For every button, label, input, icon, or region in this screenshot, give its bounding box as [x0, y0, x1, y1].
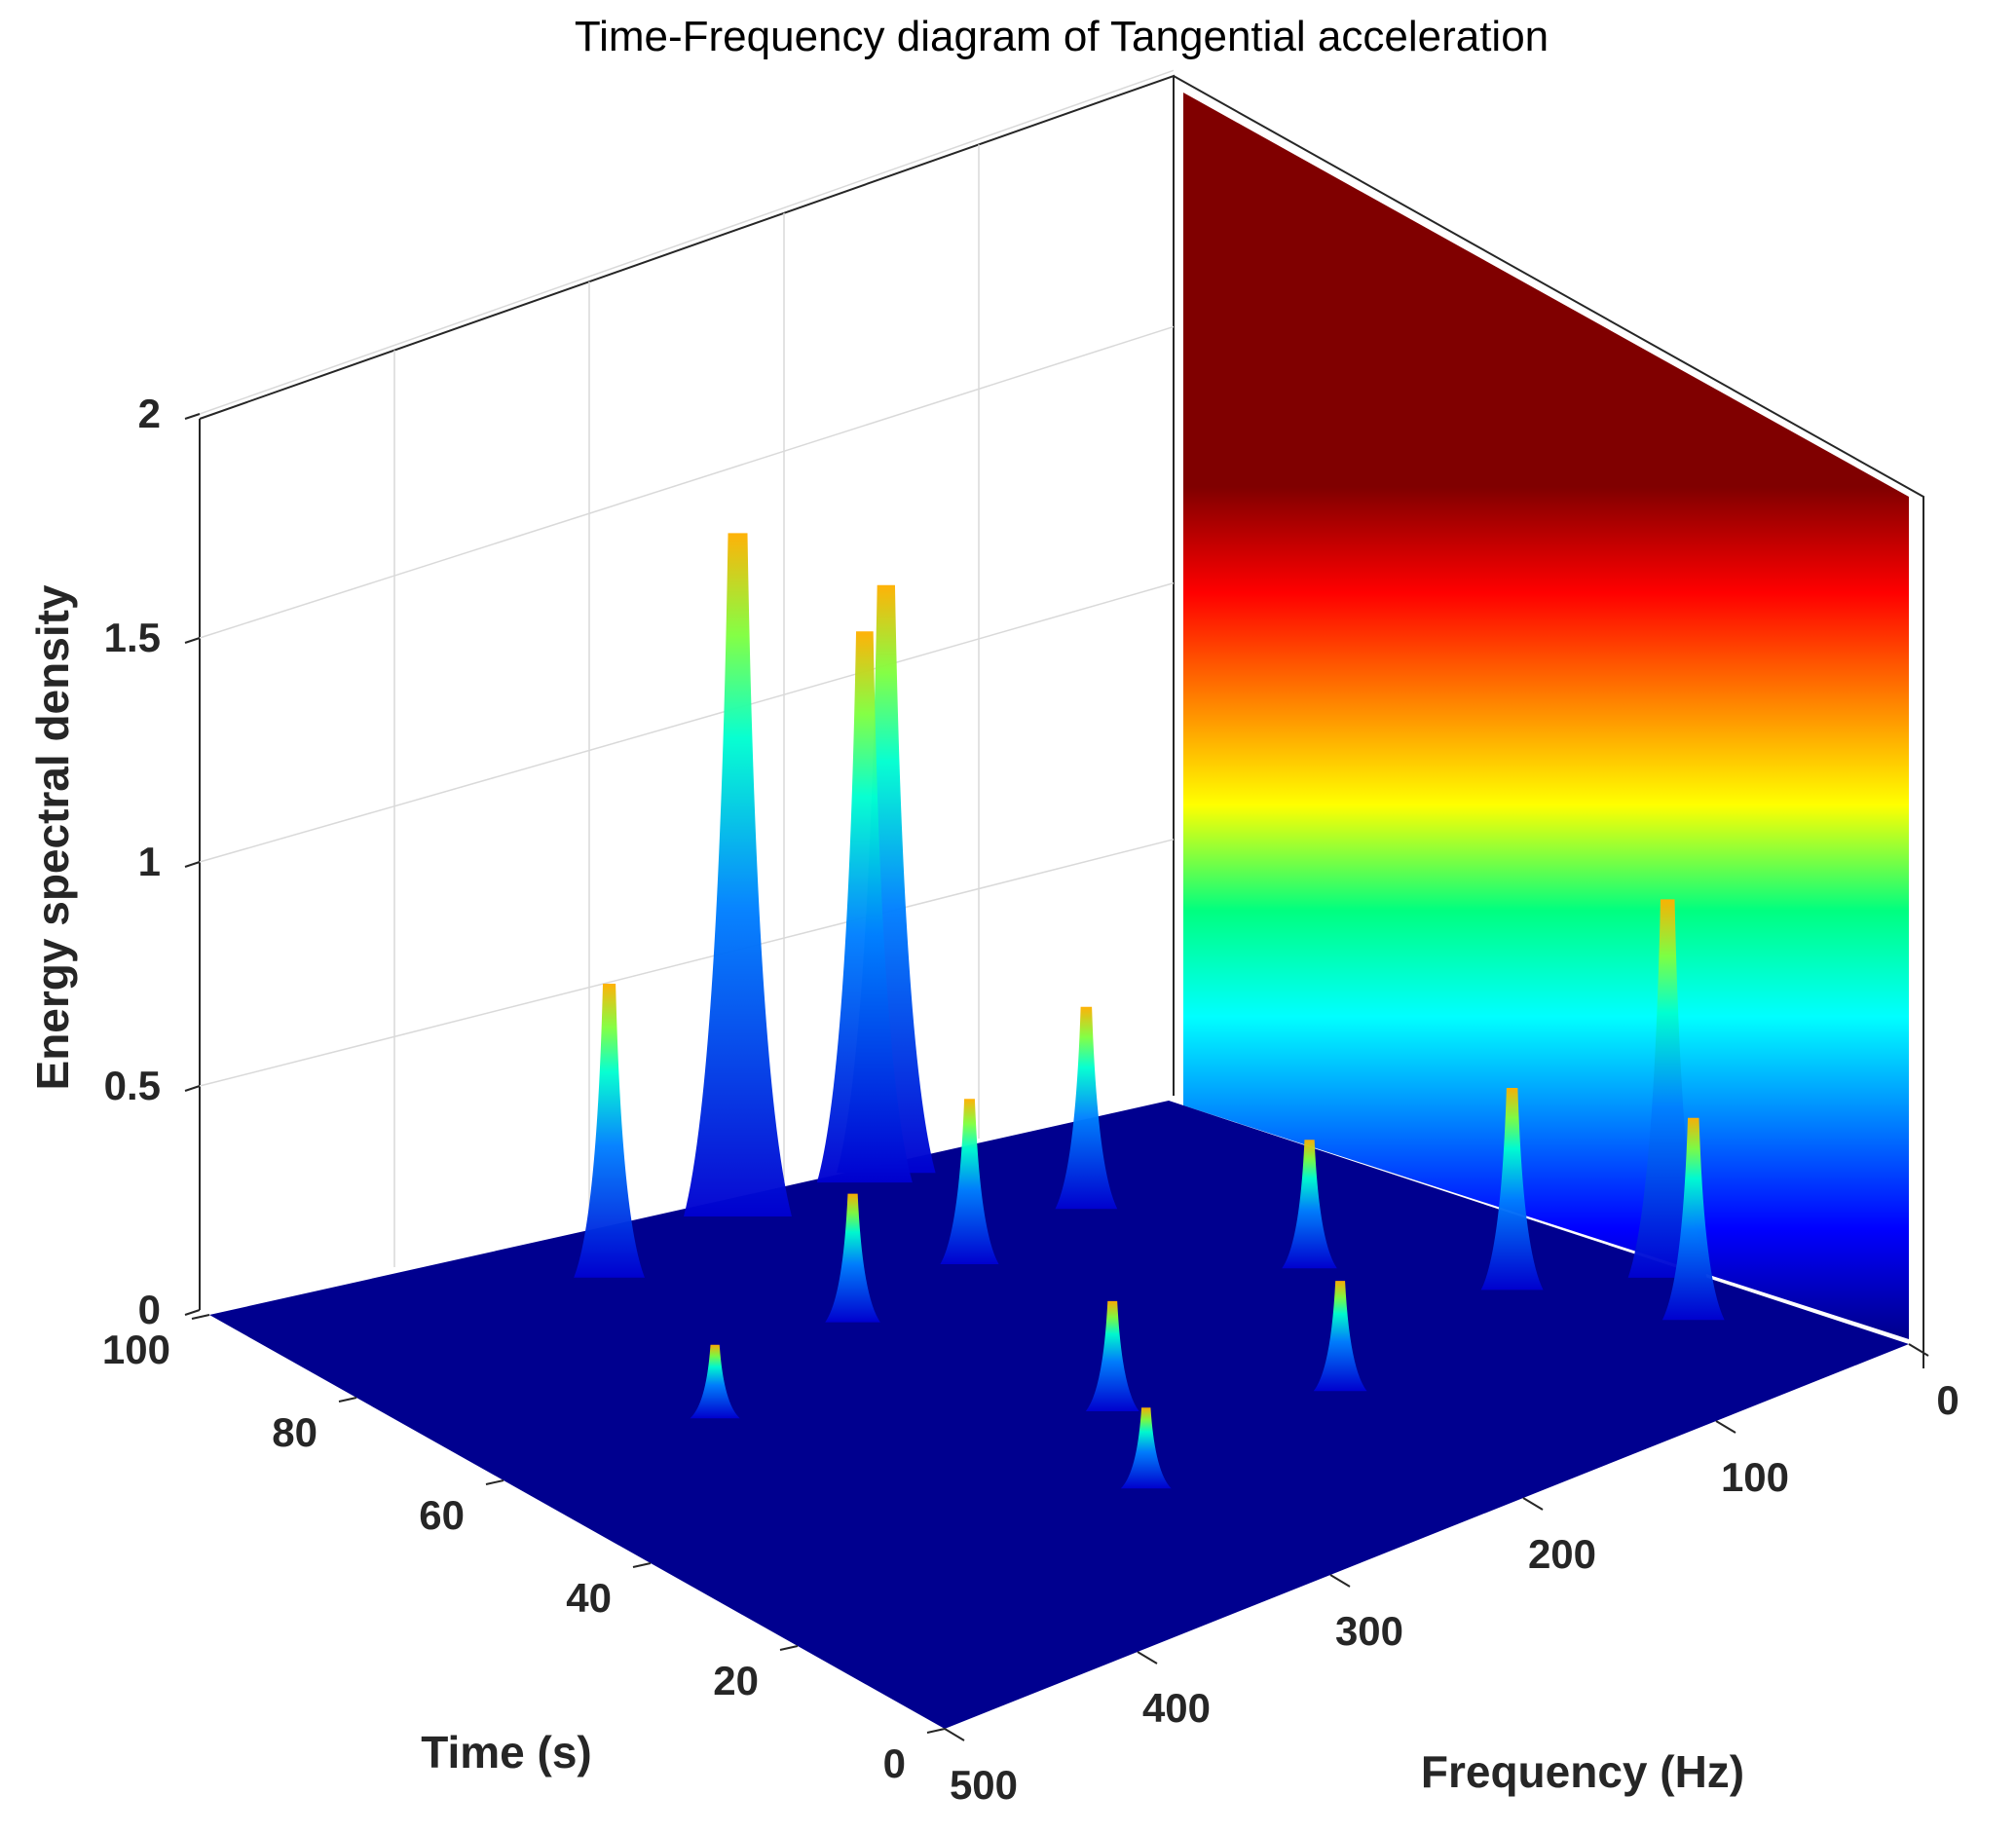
colormap-back-wall	[1183, 93, 1909, 1339]
time-tick-mark	[926, 1728, 946, 1734]
time-tick-label: 20	[713, 1658, 759, 1703]
surface-peak	[1055, 1006, 1118, 1210]
time-axis-ticks: 0 20 40 60 80 100	[102, 1314, 946, 1786]
surface-peak	[816, 631, 913, 1183]
surface-peak	[1661, 1117, 1725, 1321]
surface-peak	[690, 1344, 740, 1419]
z-tick-mark	[184, 413, 201, 420]
z-tick-label: 2	[138, 391, 161, 436]
surface-peak	[940, 1099, 999, 1264]
surface-peak	[825, 1193, 880, 1323]
z-tick-label: 0	[138, 1287, 161, 1332]
grid-line-z	[199, 839, 1175, 1087]
frequency-tick-label: 0	[1936, 1377, 1959, 1423]
z-axis-ticks: 0 0.5 1 1.5 2	[104, 391, 201, 1332]
axis-box	[199, 74, 1924, 1368]
surface-peak	[1313, 1281, 1367, 1392]
frequency-tick-label: 500	[950, 1762, 1018, 1808]
frequency-tick-mark	[1522, 1497, 1544, 1511]
x-axis-label: Frequency (Hz)	[1421, 1746, 1744, 1797]
time-tick-mark	[191, 1314, 210, 1320]
frequency-tick-label: 300	[1335, 1608, 1403, 1654]
time-tick-mark	[485, 1479, 504, 1485]
grid-line-z	[199, 581, 1175, 863]
surface-peak	[574, 983, 645, 1278]
frequency-tick-mark	[1715, 1420, 1736, 1434]
z-tick-mark	[184, 637, 201, 644]
frequency-tick-label: 400	[1142, 1685, 1211, 1731]
z-tick-label: 1.5	[104, 615, 161, 660]
frequency-tick-mark	[1329, 1574, 1351, 1588]
time-tick-mark	[338, 1397, 357, 1403]
surface-peak	[1480, 1087, 1544, 1291]
time-tick-label: 60	[419, 1492, 465, 1538]
z-tick-mark	[184, 861, 201, 868]
surface-peak	[684, 533, 792, 1216]
chart-title: Time-Frequency diagram of Tangential acc…	[575, 13, 1549, 60]
surface-peak	[1282, 1140, 1337, 1269]
frequency-axis-ticks: 0 100 200 300 400 500	[944, 1343, 1960, 1808]
surface-peak	[1085, 1300, 1139, 1411]
z-tick-label: 1	[138, 839, 161, 884]
z-tick-mark	[184, 1085, 201, 1092]
frequency-tick-mark	[1137, 1651, 1158, 1665]
z-axis-label: Energy spectral density	[27, 584, 78, 1090]
surface-peaks	[574, 533, 1725, 1489]
time-tick-label: 0	[883, 1740, 906, 1786]
frequency-tick-label: 100	[1721, 1454, 1789, 1500]
grid-line-z	[199, 69, 1175, 415]
surface-peak	[1120, 1407, 1172, 1489]
grid-line-z	[199, 325, 1175, 639]
y-axis-label: Time (s)	[421, 1727, 592, 1777]
time-tick-mark	[779, 1645, 799, 1651]
time-tick-mark	[632, 1562, 652, 1568]
time-tick-label: 80	[272, 1409, 317, 1455]
z-tick-label: 0.5	[104, 1063, 161, 1108]
frequency-tick-label: 200	[1528, 1531, 1596, 1577]
time-tick-label: 100	[102, 1327, 170, 1372]
z-tick-mark	[184, 1309, 201, 1316]
grid-left-wall	[199, 69, 1175, 1267]
time-tick-label: 40	[566, 1575, 612, 1621]
frequency-tick-mark	[944, 1728, 965, 1741]
frequency-tick-mark	[1908, 1343, 1929, 1357]
